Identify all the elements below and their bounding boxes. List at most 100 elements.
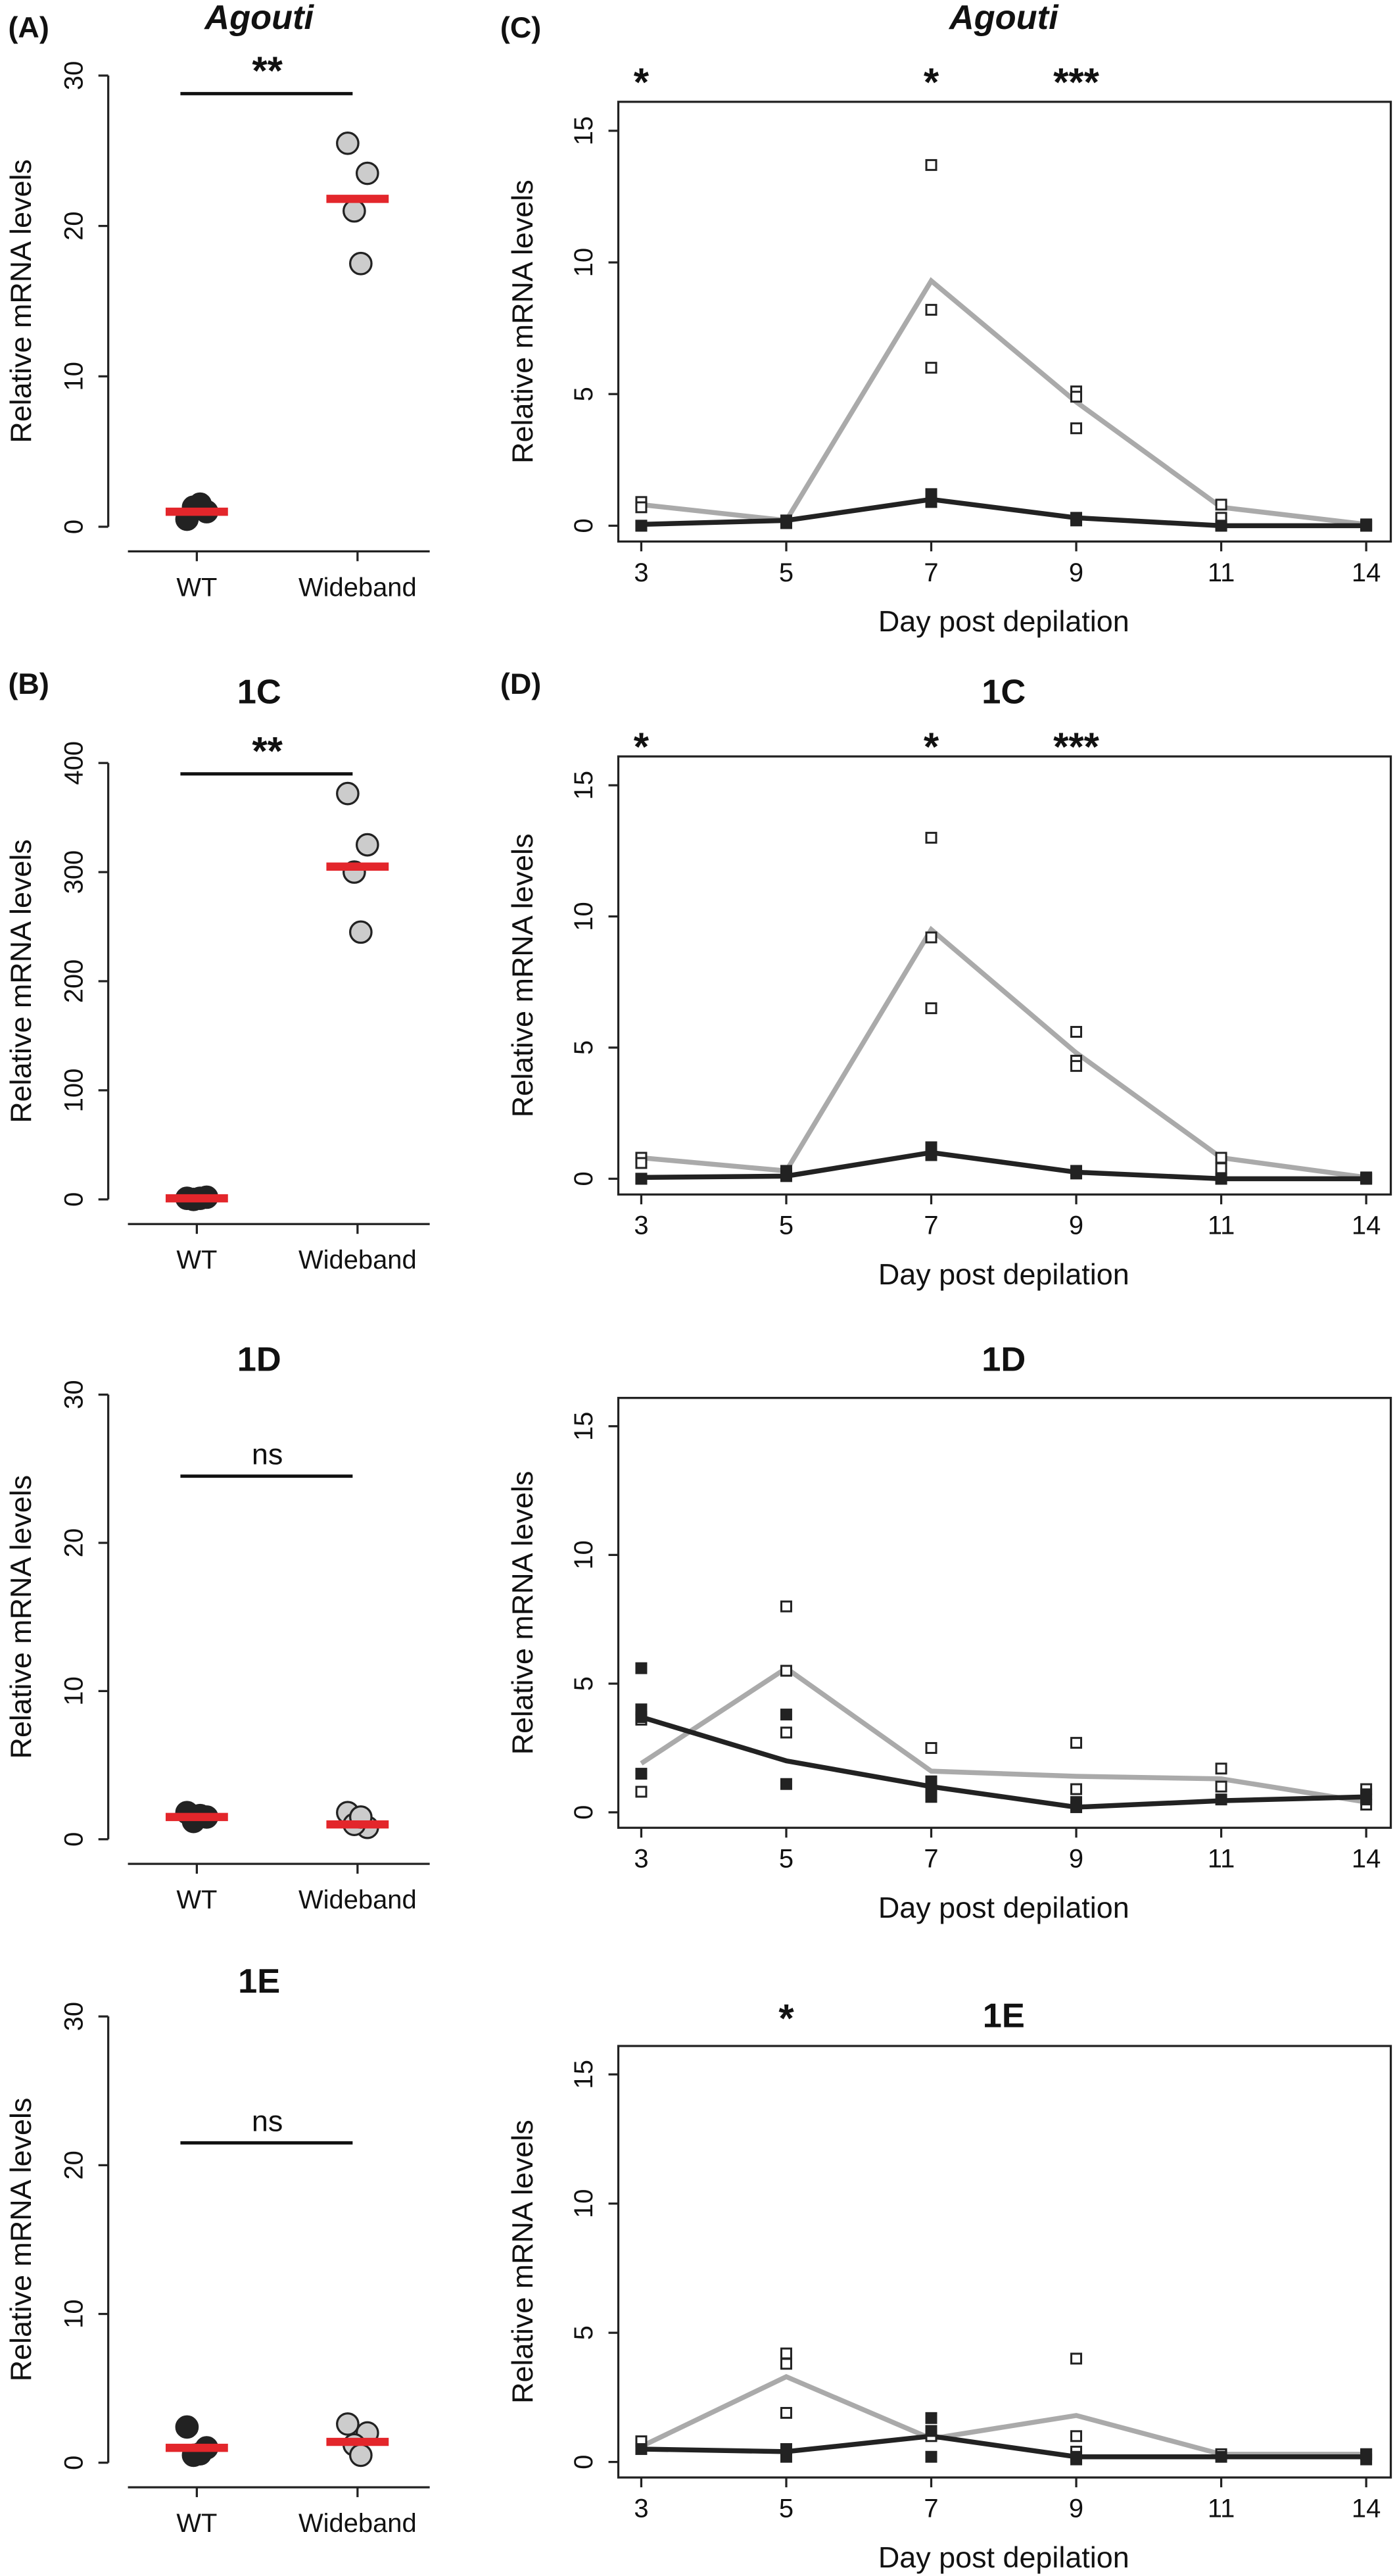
- mean-line: [641, 497, 1367, 529]
- chart-title: Agouti: [948, 0, 1059, 37]
- point: [1215, 498, 1227, 511]
- y-axis-label: Relative mRNA levels: [506, 2120, 539, 2404]
- y-tick-label: 5: [569, 2325, 598, 2340]
- point: [635, 1173, 648, 1185]
- point: [355, 833, 379, 857]
- significance-label: **: [252, 729, 283, 773]
- panel-label: (B): [8, 667, 49, 700]
- x-tick-label: 5: [779, 1845, 794, 1874]
- x-tick-label: 9: [1069, 1211, 1083, 1240]
- y-axis-label: Relative mRNA levels: [4, 159, 37, 443]
- point: [1070, 514, 1083, 527]
- point: [925, 1791, 937, 1803]
- point: [635, 1157, 648, 1169]
- x-tick-label: 3: [634, 2494, 648, 2523]
- point: [349, 920, 373, 944]
- point: [336, 131, 360, 155]
- significance-star: ***: [1053, 725, 1100, 769]
- point: [1070, 1796, 1083, 1809]
- point: [780, 1726, 792, 1739]
- significance-star: *: [924, 61, 939, 105]
- x-tick-label: 14: [1352, 558, 1381, 587]
- x-tick-label: 9: [1069, 558, 1083, 587]
- plot-frame: [617, 101, 1392, 543]
- mean-line: [640, 1665, 1367, 1805]
- y-axis-label: Relative mRNA levels: [506, 833, 539, 1117]
- point: [355, 161, 379, 185]
- panel-label: (A): [8, 11, 49, 44]
- point: [635, 501, 648, 514]
- y-tick-label: 0: [569, 1805, 598, 1820]
- point: [925, 496, 937, 508]
- x-tick-label: 3: [634, 558, 648, 587]
- y-tick-label: 30: [59, 1380, 88, 1409]
- x-tick-label: 3: [634, 1845, 648, 1874]
- y-tick-label: 200: [59, 960, 88, 1004]
- y-tick-label: 10: [59, 362, 88, 391]
- y-tick-label: 15: [569, 771, 598, 800]
- y-tick-label: 15: [569, 116, 598, 145]
- point: [1070, 1783, 1083, 1795]
- y-tick-label: 0: [569, 2455, 598, 2469]
- x-tick-label: 11: [1208, 2494, 1235, 2523]
- y-axis-label: Relative mRNA levels: [506, 1471, 539, 1755]
- point: [1070, 1167, 1083, 1180]
- significance-star: *: [634, 725, 650, 769]
- point: [343, 199, 366, 223]
- point: [780, 514, 792, 527]
- point: [349, 2443, 373, 2467]
- x-tick-label: Wideband: [298, 1885, 417, 1914]
- y-tick-label: 300: [59, 850, 88, 894]
- y-tick-label: 5: [569, 1040, 598, 1055]
- x-tick-label: Wideband: [298, 1246, 417, 1275]
- x-tick-label: 5: [779, 2494, 794, 2523]
- x-tick-label: 7: [924, 2494, 938, 2523]
- plot-frame: [617, 1397, 1392, 1829]
- y-tick-label: 15: [569, 1412, 598, 1441]
- chart-title: 1D: [982, 1341, 1026, 1379]
- x-tick-label: 11: [1208, 558, 1235, 587]
- significance-star: *: [924, 725, 939, 769]
- point: [925, 1002, 937, 1015]
- point: [1070, 1026, 1083, 1038]
- y-tick-label: 10: [569, 248, 598, 277]
- y-axis-label: Relative mRNA levels: [4, 2098, 37, 2382]
- significance-star: *: [778, 1996, 794, 2040]
- chart-title: 1C: [237, 673, 281, 711]
- y-tick-label: 30: [59, 2002, 88, 2031]
- panel-label: (C): [500, 11, 541, 44]
- y-tick-label: 0: [59, 520, 88, 534]
- x-tick-label: 11: [1208, 1845, 1235, 1874]
- panel-label: (D): [500, 667, 541, 700]
- x-tick-label: 5: [779, 1211, 794, 1240]
- x-tick-label: Wideband: [298, 573, 417, 602]
- plot-frame: [617, 2045, 1392, 2479]
- point: [925, 158, 937, 171]
- y-tick-label: 0: [569, 1171, 598, 1186]
- y-axis-label: Relative mRNA levels: [4, 1475, 37, 1759]
- point: [1360, 2453, 1373, 2466]
- y-tick-label: 0: [59, 1832, 88, 1847]
- point: [1070, 2352, 1083, 2365]
- significance-star: ***: [1053, 61, 1100, 105]
- significance-star: *: [634, 61, 650, 105]
- x-tick-label: WT: [176, 1246, 217, 1275]
- y-tick-label: 5: [569, 387, 598, 401]
- y-axis-label: Relative mRNA levels: [4, 839, 37, 1123]
- point: [780, 2450, 792, 2463]
- point: [925, 304, 937, 316]
- point: [1215, 2450, 1227, 2463]
- point: [1215, 520, 1227, 532]
- point: [175, 2415, 199, 2439]
- x-tick-label: Wideband: [298, 2509, 417, 2538]
- x-axis-label: Day post depilation: [878, 1891, 1129, 1924]
- significance-label: ns: [252, 2104, 283, 2137]
- point: [336, 2412, 360, 2436]
- x-axis-label: Day post depilation: [878, 604, 1129, 638]
- x-tick-label: 11: [1208, 1211, 1235, 1240]
- y-tick-label: 0: [59, 2456, 88, 2470]
- x-tick-label: 3: [634, 1211, 648, 1240]
- point: [925, 931, 937, 944]
- y-tick-label: 10: [59, 1676, 88, 1705]
